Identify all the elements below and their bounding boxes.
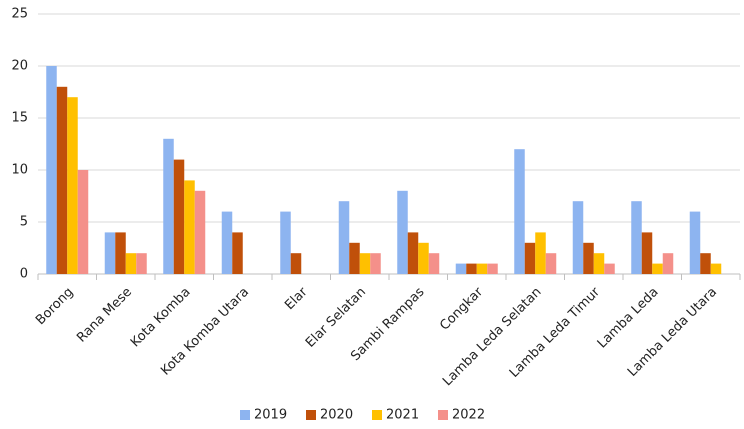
legend-swatch: [372, 410, 382, 420]
bar: [652, 263, 663, 274]
bar: [136, 253, 147, 274]
x-tick-label: Congkar: [437, 284, 486, 333]
bar: [407, 232, 419, 274]
legend-label: 2019: [254, 408, 287, 423]
bar: [67, 97, 78, 274]
legend-swatch: [438, 410, 448, 420]
y-tick-label: 20: [11, 59, 28, 74]
bar: [641, 232, 653, 274]
legend-label: 2021: [386, 408, 419, 423]
y-tick-label: 25: [11, 7, 28, 22]
bar: [535, 232, 546, 274]
bar: [524, 242, 536, 274]
bar: [455, 263, 467, 274]
bar: [280, 211, 291, 274]
bar: [662, 253, 674, 274]
bar: [689, 211, 701, 274]
bar: [115, 232, 126, 274]
bar: [349, 242, 360, 274]
bar: [466, 263, 477, 274]
bar: [710, 263, 722, 274]
bar: [104, 232, 116, 274]
y-tick-label: 10: [11, 163, 28, 178]
legend-label: 2020: [320, 408, 353, 423]
bar: [359, 253, 371, 274]
bar: [173, 159, 185, 274]
y-tick-label: 0: [20, 267, 28, 282]
bar: [194, 190, 206, 274]
bar: [184, 180, 195, 274]
x-tick-label: Elar: [282, 284, 311, 313]
bar: [572, 201, 584, 274]
bar: [545, 253, 557, 274]
legend-swatch: [306, 410, 316, 420]
bar: [77, 170, 89, 274]
x-tick-label: Kota Komba: [128, 285, 194, 351]
bar: [583, 242, 594, 274]
bar: [397, 190, 408, 274]
bar: [428, 253, 440, 274]
y-tick-label: 15: [11, 111, 28, 126]
bar: [46, 66, 57, 274]
y-tick-label: 5: [20, 215, 28, 230]
bar: [163, 138, 174, 274]
x-tick-label: Elar Selatan: [303, 285, 369, 351]
bar: [290, 253, 302, 274]
legend-swatch: [240, 410, 250, 420]
bar: [338, 201, 350, 274]
bar: [631, 201, 642, 274]
bar: [476, 263, 488, 274]
bar: [487, 263, 498, 274]
bar: [221, 211, 233, 274]
legend-label: 2022: [452, 408, 485, 423]
x-tick-label: Lamba Leda Selatan: [440, 285, 544, 389]
x-tick-label: Borong: [33, 285, 76, 328]
bar: [56, 86, 68, 274]
bar: [700, 253, 711, 274]
bar: [593, 253, 605, 274]
bar: [514, 149, 525, 274]
bar: [418, 242, 429, 274]
bar: [232, 232, 243, 274]
x-tick-label: Rana Mese: [74, 285, 135, 346]
bar: [370, 253, 381, 274]
bar: [604, 263, 615, 274]
bar: [125, 253, 137, 274]
